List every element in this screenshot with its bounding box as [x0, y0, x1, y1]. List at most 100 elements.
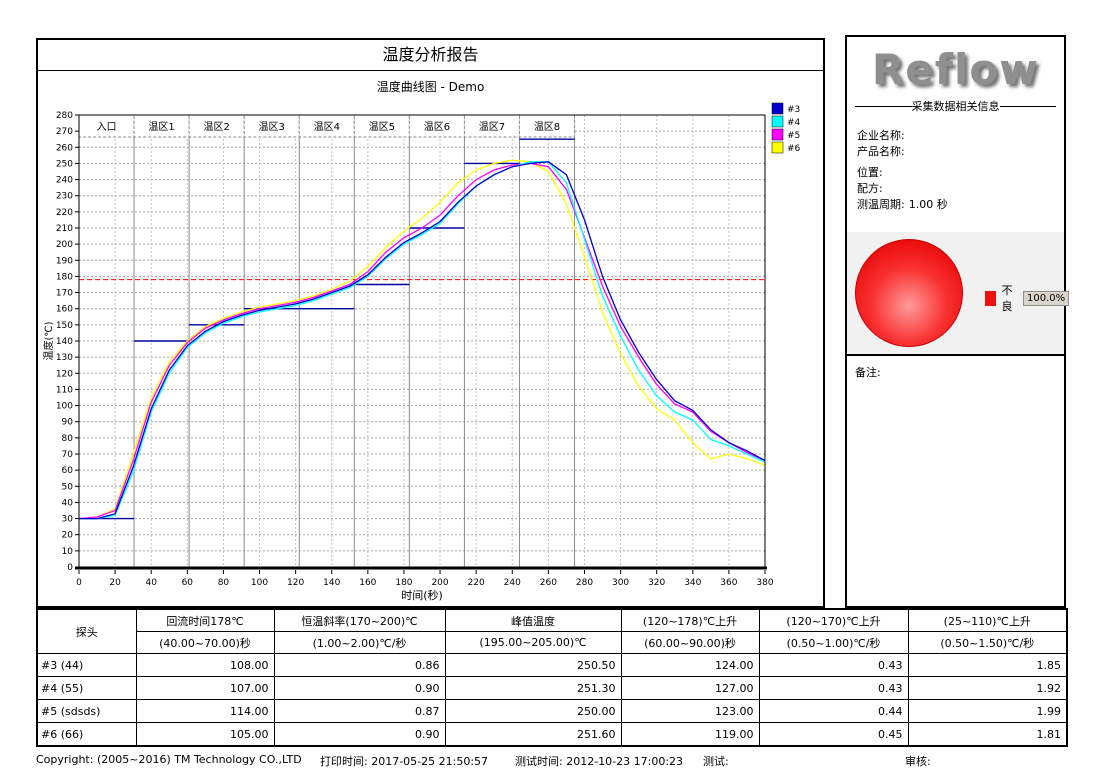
svg-text:110: 110: [56, 385, 73, 395]
info-field-company: 企业名称:: [857, 128, 1064, 144]
chart-legend: #3 #4 #5 #6: [771, 102, 801, 154]
value-cell: 0.43: [758, 676, 909, 700]
curve-#3: [79, 161, 766, 520]
reflow-logo: Reflow: [871, 45, 1040, 94]
value-cell: 105.00: [135, 722, 275, 747]
temperature-chart: 入口 温区1 温区2 温区3 温区4 温区5 温区6 温区7 温区8 0 10 20 30 40 50 60 7…: [42, 102, 801, 602]
value-cell: 108.00: [135, 653, 275, 677]
table-row: #3 (44) 108.00 0.86 250.50 124.00 0.43 1.85: [36, 653, 1068, 677]
series-curves: [78, 159, 766, 520]
value-cell: 251.60: [444, 722, 622, 747]
value-cell: 0.44: [758, 699, 909, 723]
table-header-row: 探头 回流时间178℃ 恒温斜率(170~200)℃ 峰值温度 (120~178)℃上升…: [36, 608, 1068, 654]
svg-text:0: 0: [67, 563, 73, 573]
zone-label: 温区4: [314, 121, 340, 133]
svg-text:260: 260: [540, 578, 557, 588]
column-subheader-cell: (1.00~2.00)℃/秒: [273, 631, 446, 654]
zone-label: 温区5: [369, 121, 395, 133]
value-cell: 119.00: [620, 722, 760, 747]
value-cell: 0.87: [273, 699, 446, 723]
probe-cell: #6 (66): [36, 722, 137, 747]
value-cell: 1.81: [907, 722, 1068, 747]
svg-text:40: 40: [145, 578, 157, 588]
zone-label: 温区6: [424, 121, 450, 133]
value-cell: 123.00: [620, 699, 760, 723]
value-cell: 1.99: [907, 699, 1068, 723]
info-field-sample-period: 测温周期: 1.00 秒: [857, 197, 1064, 213]
svg-text:180: 180: [395, 578, 412, 588]
svg-text:10: 10: [62, 547, 74, 557]
svg-text:340: 340: [684, 578, 701, 588]
zone-label: 温区7: [479, 121, 505, 133]
test-time: 测试时间: 2012-10-23 17:00:23: [515, 755, 684, 768]
legend-label: #6: [787, 144, 801, 154]
pie-legend-percentage: 100.0%: [1023, 290, 1070, 306]
value-cell: 250.00: [444, 699, 622, 723]
table-row: #4 (55) 107.00 0.90 251.30 127.00 0.43 1.92: [36, 676, 1068, 700]
tester-label: 测试:: [703, 755, 729, 768]
svg-text:200: 200: [431, 578, 448, 588]
svg-text:100: 100: [56, 402, 73, 412]
svg-text:60: 60: [62, 466, 74, 476]
info-field-recipe: 配方:: [857, 181, 1064, 197]
svg-text:70: 70: [62, 450, 74, 460]
svg-text:220: 220: [56, 208, 73, 218]
value-cell: 1.92: [907, 676, 1068, 700]
svg-text:200: 200: [56, 240, 73, 250]
svg-text:140: 140: [323, 578, 340, 588]
svg-text:140: 140: [56, 337, 73, 347]
legend-label: #4: [787, 118, 801, 128]
svg-text:90: 90: [62, 418, 74, 428]
legend-swatch: [771, 102, 784, 115]
svg-text:60: 60: [182, 578, 194, 588]
value-cell: 0.90: [273, 676, 446, 700]
svg-text:20: 20: [62, 531, 74, 541]
legend-swatch: [771, 128, 784, 141]
svg-text:210: 210: [56, 224, 73, 234]
result-table: 探头 回流时间178℃ 恒温斜率(170~200)℃ 峰值温度 (120~178)℃上升…: [36, 608, 1068, 747]
svg-text:180: 180: [56, 272, 73, 282]
svg-text:80: 80: [218, 578, 230, 588]
legend-swatch: [771, 115, 784, 128]
svg-text:120: 120: [287, 578, 304, 588]
zone-label: 温区8: [534, 121, 560, 133]
svg-text:130: 130: [56, 353, 73, 363]
column-header-cell: 峰值温度: [444, 608, 622, 632]
copyright-text: Copyright: (2005~2016) TM Technology CO.…: [36, 753, 302, 766]
svg-text:120: 120: [56, 369, 73, 379]
legend-label: #3: [787, 105, 800, 115]
table-header-row: (40.00~70.00)秒 (1.00~2.00)℃/秒 (195.00~205.…: [37, 631, 1068, 654]
svg-text:40: 40: [62, 498, 74, 508]
zone-label: 温区1: [148, 121, 174, 133]
main-report-box: 温度分析报告 温度曲线图 - Demo 入口 温区1 温区2 温区3 温区4 温区5 温区6…: [36, 38, 825, 608]
section-separator: 采集数据相关信息: [855, 98, 1056, 114]
column-header-cell: 回流时间178℃: [135, 608, 275, 632]
value-cell: 114.00: [135, 699, 275, 723]
value-cell: 251.30: [444, 676, 622, 700]
pie-legend-label: 不良: [1001, 284, 1013, 313]
svg-text:20: 20: [109, 578, 121, 588]
value-cell: 0.45: [758, 722, 909, 747]
svg-text:170: 170: [56, 289, 73, 299]
value-cell: 0.43: [758, 653, 909, 677]
field-label: 位置:: [857, 166, 883, 179]
axis-labels: 0 10 20 30 40 50 60 70 80 90 100 110 120 130 140 150 160…: [56, 111, 774, 588]
zone-label: 温区3: [259, 121, 285, 133]
value-cell: 250.50: [444, 653, 622, 677]
info-field-position: 位置:: [857, 165, 1064, 181]
svg-text:190: 190: [56, 256, 73, 266]
curve-#6: [78, 159, 766, 520]
table-row: #5 (sdsds) 114.00 0.87 250.00 123.00 0.44 1.99: [36, 699, 1068, 723]
svg-text:220: 220: [468, 578, 485, 588]
zone-label: 入口: [97, 122, 117, 133]
legend-swatch: [771, 141, 784, 154]
svg-text:230: 230: [56, 192, 73, 202]
info-fields: 企业名称: 产品名称: 位置: 配方: 测温周期: 1.00 秒: [857, 128, 1064, 213]
svg-text:80: 80: [62, 434, 74, 444]
svg-text:280: 280: [576, 578, 593, 588]
value-cell: 0.86: [273, 653, 446, 677]
svg-text:300: 300: [612, 578, 629, 588]
legend-label: #5: [787, 131, 800, 141]
value-cell: 124.00: [620, 653, 760, 677]
column-subheader-cell: (40.00~70.00)秒: [135, 631, 275, 654]
